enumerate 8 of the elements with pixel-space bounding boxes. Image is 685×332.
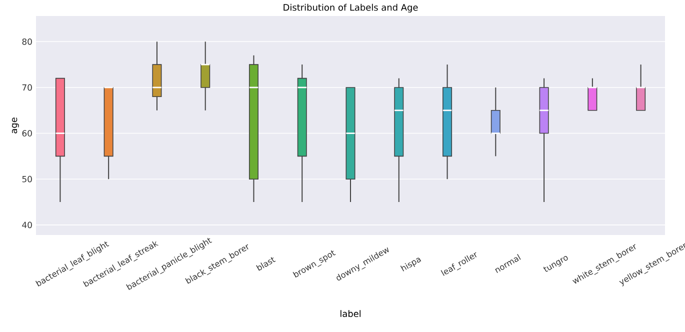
chart-title: Distribution of Labels and Age [284, 4, 418, 12]
y-tick-label: 70 [22, 84, 32, 91]
y-tick-label: 40 [22, 222, 32, 228]
y-tick-label: 50 [22, 176, 32, 182]
y-tick-label: 80 [22, 38, 32, 45]
x-axis-title: label [340, 310, 361, 318]
y-tick-label: 60 [22, 130, 32, 136]
y-axis-title: age [12, 118, 19, 134]
